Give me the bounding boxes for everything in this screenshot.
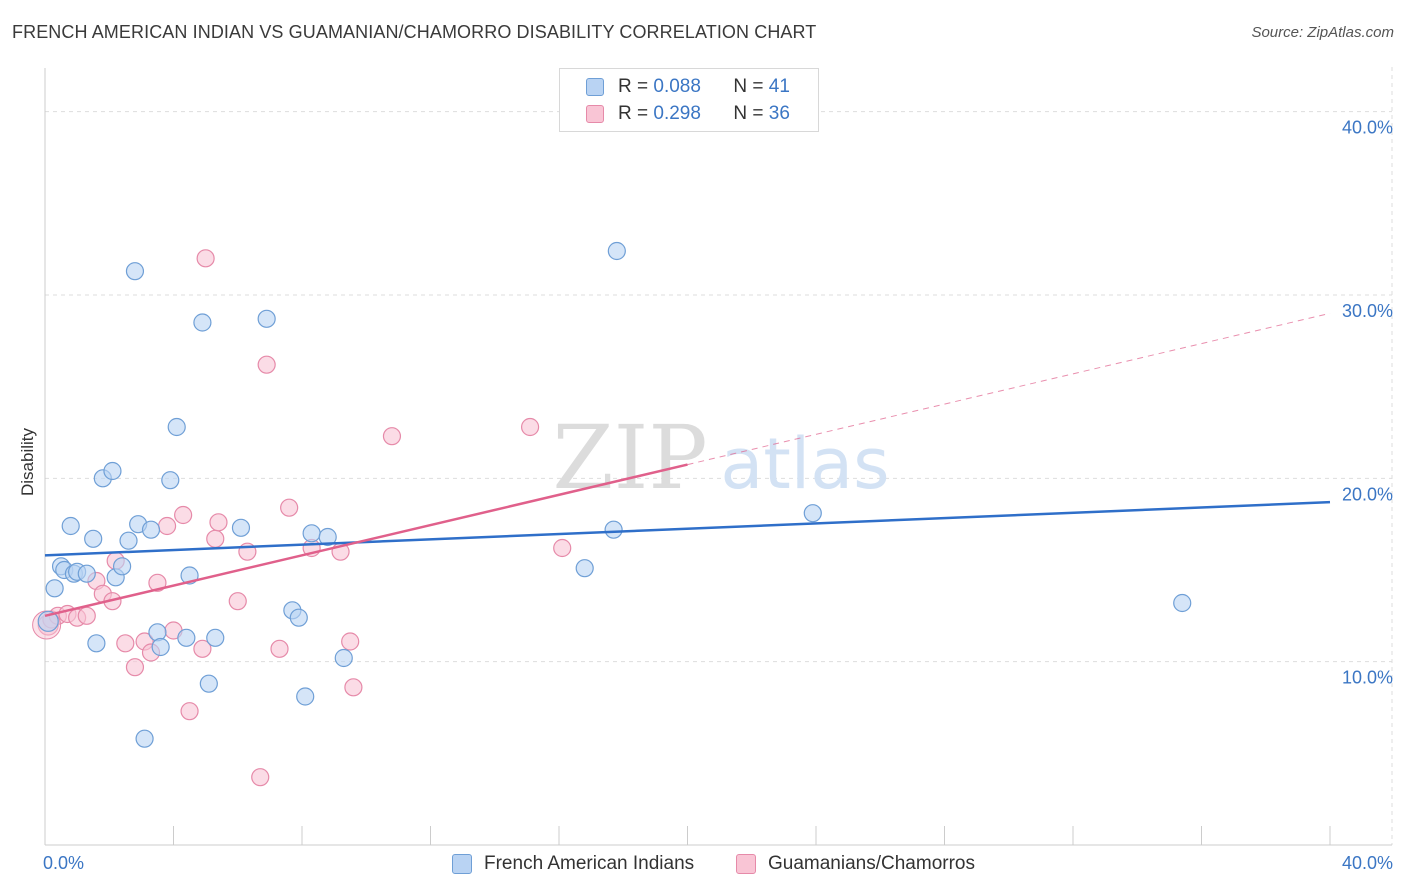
data-point-guamanian — [382, 427, 402, 446]
tick-labels: 10.0% 20.0% 30.0% 40.0% 0.0% 40.0% — [43, 118, 1393, 873]
data-point-french-american-indian — [296, 687, 315, 706]
data-point-guamanian — [280, 498, 299, 517]
watermark-atlas: atlas — [720, 423, 889, 505]
legend-n-label: N = — [733, 103, 764, 124]
chart-title: FRENCH AMERICAN INDIAN VS GUAMANIAN/CHAM… — [12, 22, 817, 42]
data-point-french-american-indian — [289, 608, 308, 627]
data-point-guamanian — [125, 658, 145, 677]
data-point-guamanian — [553, 538, 572, 558]
y-tick-label: 30.0% — [1342, 301, 1393, 321]
trend-line-french-american-indians — [44, 500, 1331, 557]
data-point-french-american-indian — [177, 628, 196, 647]
legend-label: Guamanians/Chamorros — [768, 853, 975, 874]
data-point-french-american-indian — [141, 520, 161, 539]
legend-r-value: 0.088 — [653, 76, 701, 97]
trend-lines — [44, 312, 1331, 618]
legend-item-guamanians: Guamanians/Chamorros — [736, 851, 975, 877]
data-point-guamanian — [116, 634, 135, 653]
data-point-french-american-indian — [61, 516, 80, 536]
data-point-french-american-indian — [167, 417, 186, 437]
legend-row-french-american-indians: R = 0.088 N = 41 — [586, 74, 790, 100]
data-point-french-american-indian — [206, 628, 225, 647]
data-point-french-american-indian — [231, 518, 251, 537]
y-tick-label: 40.0% — [1342, 118, 1393, 138]
data-point-guamanian — [157, 516, 177, 536]
data-point-guamanian — [77, 606, 96, 625]
trend-line-guamanians-extension — [687, 312, 1331, 466]
legend-r-value: 0.298 — [653, 103, 701, 124]
legend-n-value: 36 — [768, 103, 790, 124]
data-point-french-american-indian — [604, 520, 623, 539]
data-point-french-american-indian — [318, 527, 337, 547]
data-point-french-american-indian — [575, 559, 594, 578]
legend-swatch-pink — [586, 105, 604, 123]
y-tick-label: 10.0% — [1342, 668, 1393, 688]
data-point-french-american-indian — [199, 674, 218, 693]
data-point-french-american-indian — [119, 531, 138, 550]
data-point-french-american-indian — [45, 579, 64, 598]
x-tick-label: 0.0% — [43, 853, 84, 873]
data-point-french-american-indian — [148, 623, 167, 642]
data-point-french-american-indian — [257, 309, 276, 328]
data-point-french-american-indian — [77, 564, 96, 583]
data-point-guamanian — [193, 639, 212, 658]
legend-swatch-blue — [586, 78, 604, 96]
data-point-guamanian — [520, 417, 540, 437]
data-point-guamanian — [341, 632, 360, 651]
axes — [44, 68, 1392, 846]
legend-label: French American Indians — [484, 853, 695, 874]
legend-n-label: N = — [733, 76, 764, 97]
data-point-guamanian — [206, 529, 225, 548]
data-point-guamanian — [344, 678, 363, 697]
data-point-french-american-indian — [84, 529, 103, 548]
data-point-french-american-indian — [302, 524, 321, 543]
data-point-guamanian — [251, 768, 270, 787]
legend-swatch-pink — [736, 854, 756, 874]
data-point-guamanian — [228, 592, 247, 611]
y-axis-label: Disability — [18, 427, 37, 496]
data-point-french-american-indian — [803, 504, 822, 523]
series-guamanians-points — [32, 249, 572, 787]
watermark: ZIP atlas — [552, 406, 889, 509]
legend-row-guamanians: R = 0.298 N = 36 — [586, 101, 790, 127]
y-tick-label: 20.0% — [1342, 484, 1393, 504]
data-point-french-american-indian — [1173, 593, 1192, 613]
data-point-guamanian — [174, 505, 193, 525]
x-tick-label: 40.0% — [1342, 853, 1393, 873]
data-point-french-american-indian — [607, 241, 626, 261]
grid-lines — [45, 67, 1393, 845]
legend-r-label: R = — [618, 76, 649, 97]
data-point-french-american-indian — [103, 461, 122, 481]
data-point-guamanian — [196, 249, 215, 268]
legend-swatch-blue — [452, 854, 472, 874]
trend-line-guamanians — [44, 463, 688, 618]
data-point-french-american-indian — [135, 729, 154, 748]
legend-item-french-american-indians: French American Indians — [452, 851, 694, 877]
correlation-legend: R = 0.088 N = 41 R = 0.298 N = 36 — [559, 68, 819, 132]
data-point-french-american-indian — [334, 648, 353, 668]
data-point-french-american-indian — [87, 634, 106, 653]
data-point-french-american-indian — [151, 637, 170, 657]
watermark-zip: ZIP — [552, 406, 707, 509]
data-point-french-american-indian — [112, 557, 132, 576]
data-point-guamanian — [257, 355, 276, 374]
legend-n-value: 41 — [768, 76, 790, 97]
data-point-french-american-indian — [125, 262, 145, 281]
source-label: Source: ZipAtlas.com — [1251, 24, 1394, 41]
legend-r-label: R = — [618, 103, 649, 124]
data-point-guamanian — [180, 702, 199, 721]
data-point-french-american-indian — [37, 610, 59, 632]
data-point-french-american-indian — [193, 313, 212, 332]
data-point-guamanian — [209, 513, 228, 532]
data-point-guamanian — [270, 639, 289, 658]
data-point-french-american-indian — [161, 471, 180, 490]
